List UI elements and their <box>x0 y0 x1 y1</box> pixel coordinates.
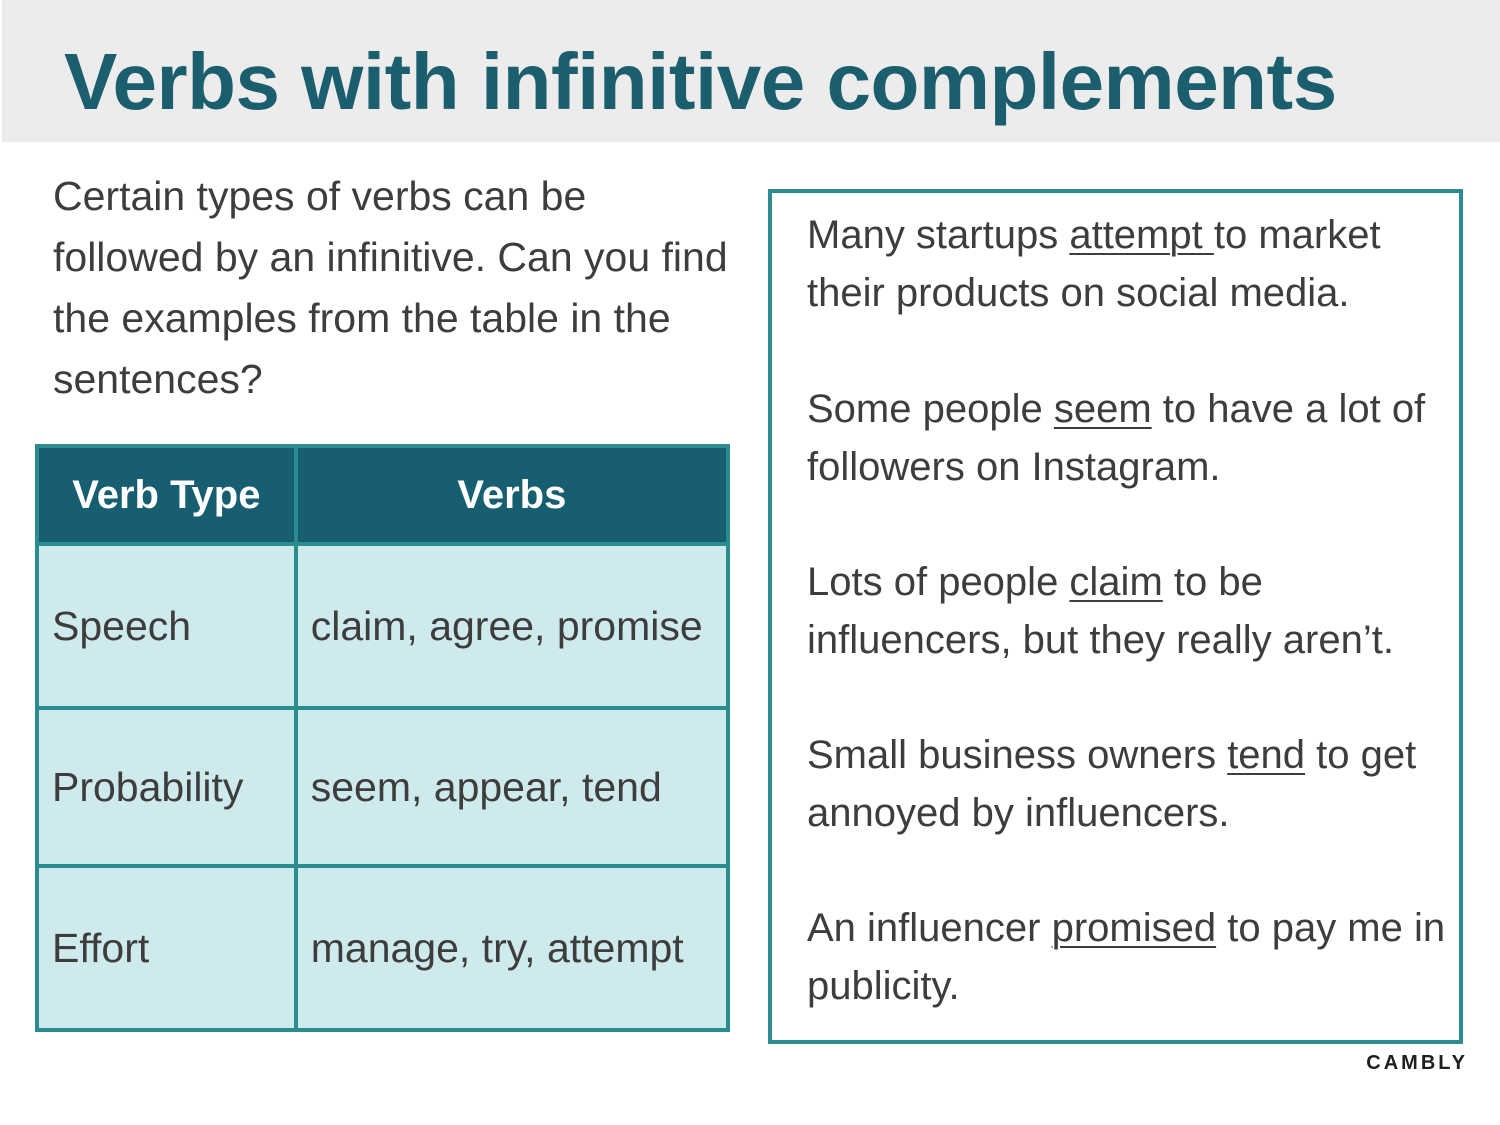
sentence-text: to pay me in publicity. <box>807 906 1446 1008</box>
underlined-verb: attempt <box>1069 213 1214 257</box>
verb-type-cell: Probability <box>35 706 298 868</box>
table-header-row: Verb Type Verbs <box>35 444 731 546</box>
verb-type-cell: Speech <box>35 542 298 710</box>
verb-type-cell: Effort <box>35 864 298 1032</box>
table-row: Probability seem, appear, tend <box>35 706 731 868</box>
example-sentence: An influencer promised to pay me in publ… <box>807 899 1457 1015</box>
example-sentences-box: Many startups attempt to market their pr… <box>768 189 1463 1044</box>
example-sentence: Some people seem to have a lot of follow… <box>807 380 1457 496</box>
sentence-text: An influencer <box>807 906 1052 950</box>
header-verb-type: Verb Type <box>35 444 298 546</box>
header-band <box>2 0 1500 142</box>
table-row: Speech claim, agree, promise <box>35 542 731 710</box>
header-verbs: Verbs <box>293 444 731 546</box>
example-sentence: Lots of people claim to be influencers, … <box>807 553 1457 669</box>
sentence-text: to be influencers, but they really aren’… <box>807 560 1394 662</box>
underlined-verb: tend <box>1227 733 1306 777</box>
sentence-text: to have a lot of followers on Instagram. <box>807 387 1426 489</box>
sentence-text: to market their products on social media… <box>807 213 1381 315</box>
verbs-cell: manage, try, attempt <box>293 864 731 1032</box>
sentence-text: Some people <box>807 387 1054 431</box>
verbs-cell: seem, appear, tend <box>293 706 731 868</box>
sentence-text: Many startups <box>807 213 1070 257</box>
example-sentence: Small business owners tend to get annoye… <box>807 726 1457 842</box>
underlined-verb: seem <box>1053 387 1152 431</box>
page-title: Verbs with infinitive complements <box>64 37 1337 126</box>
sentence-text: Small business owners <box>807 733 1228 777</box>
table-row: Effort manage, try, attempt <box>35 864 731 1032</box>
sentence-text: to get annoyed by influencers. <box>807 733 1417 835</box>
underlined-verb: claim <box>1069 560 1163 604</box>
verb-table: Verb Type Verbs Speech claim, agree, pro… <box>35 444 731 1032</box>
intro-text: Certain types of verbs can be followed b… <box>53 173 728 402</box>
sentence-text: Lots of people <box>807 560 1070 604</box>
underlined-verb: promised <box>1051 906 1217 950</box>
example-sentence: Many startups attempt to market their pr… <box>807 206 1457 322</box>
cambly-logo: CAMBLY <box>1366 1052 1468 1074</box>
verbs-cell: claim, agree, promise <box>293 542 731 710</box>
